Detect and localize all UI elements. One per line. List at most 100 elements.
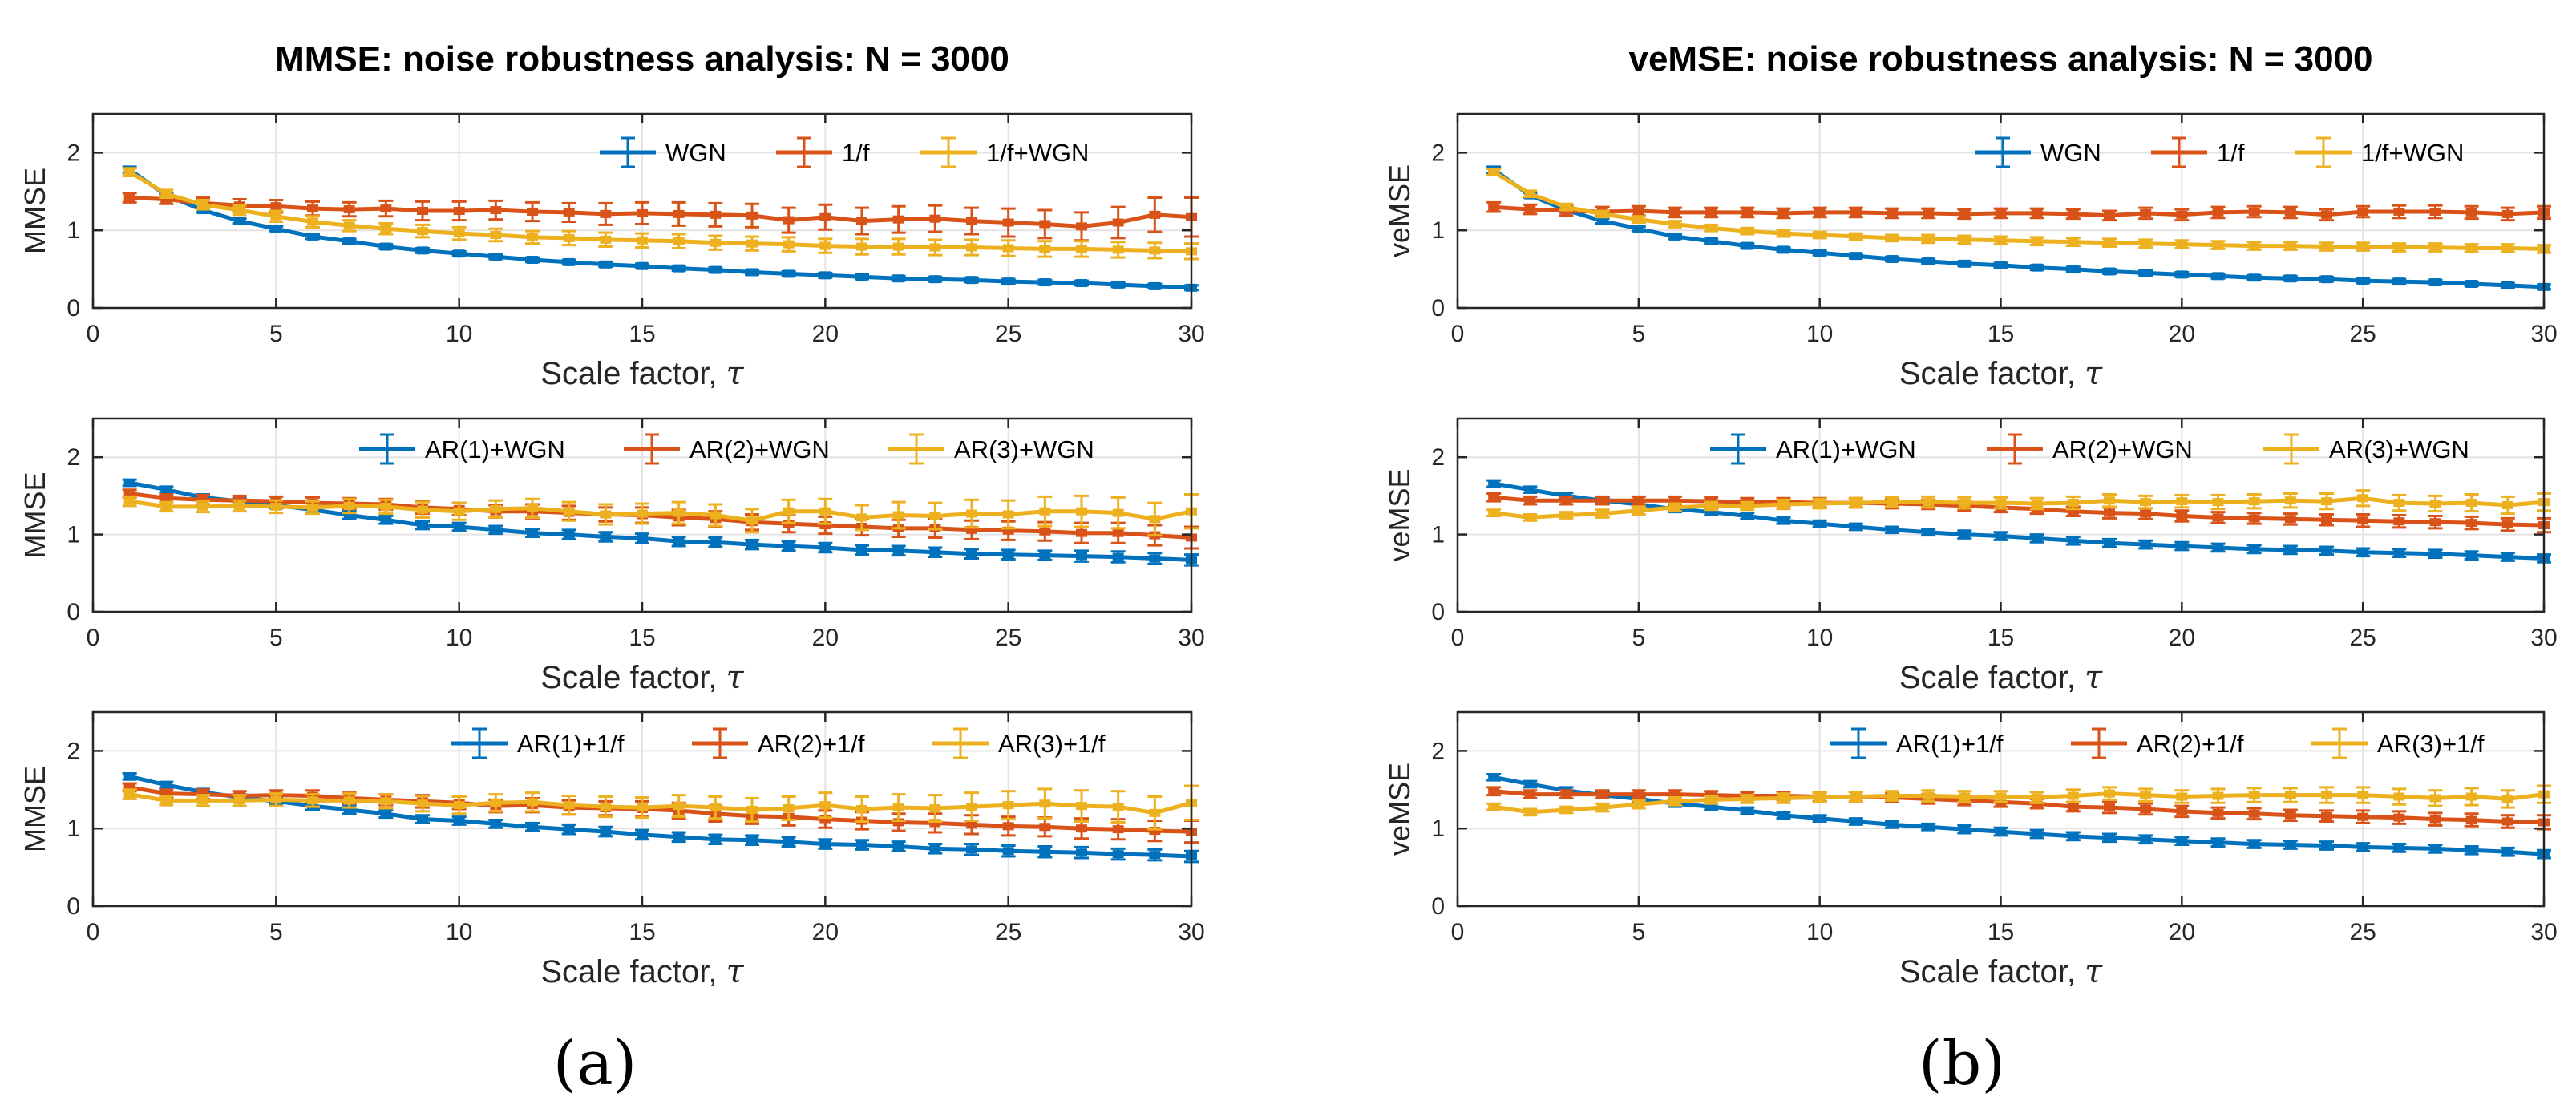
data-point	[270, 202, 282, 211]
data-point	[1002, 550, 1014, 559]
data-point	[1112, 528, 1124, 537]
data-point	[783, 542, 795, 551]
series-line	[1493, 791, 2545, 815]
data-point	[1669, 232, 1680, 241]
data-point	[1002, 801, 1014, 810]
data-point	[637, 803, 648, 812]
data-point	[2393, 548, 2405, 557]
x-tick-label: 25	[995, 625, 1021, 651]
x-axis-label: Scale factor, τ	[540, 659, 744, 696]
series-line	[129, 774, 1192, 859]
data-point	[417, 227, 428, 236]
data-point	[2212, 208, 2224, 217]
legend-entry: AR(1)+1/f	[451, 727, 625, 759]
data-point	[160, 780, 172, 789]
series-1/f+WGN	[122, 167, 1199, 261]
legend-entry: AR(3)+1/f	[2311, 727, 2485, 759]
data-point	[270, 212, 282, 221]
data-point	[2248, 840, 2260, 848]
data-point	[307, 232, 318, 241]
data-point	[1149, 851, 1161, 860]
data-point	[1669, 797, 1680, 806]
data-point	[123, 790, 135, 799]
data-point	[1112, 508, 1124, 517]
data-point	[2104, 508, 2115, 517]
y-tick-label: 0	[1431, 599, 1445, 625]
data-point	[1488, 168, 1500, 176]
x-tick-label: 30	[1178, 625, 1204, 651]
x-tick-label: 20	[812, 919, 839, 945]
data-point	[746, 211, 758, 220]
data-point	[1076, 528, 1087, 537]
data-point	[307, 204, 318, 213]
y-tick-label: 1	[67, 522, 80, 548]
data-point	[380, 204, 392, 213]
legend-label: AR(2)+WGN	[689, 435, 830, 463]
data-point	[783, 269, 795, 278]
data-point	[929, 844, 941, 853]
data-point	[307, 796, 318, 805]
data-point	[1112, 850, 1124, 859]
data-point	[2429, 518, 2441, 527]
data-point	[1814, 231, 1826, 240]
data-point	[2429, 243, 2441, 252]
data-point	[1149, 281, 1161, 290]
data-point	[892, 242, 904, 251]
data-point	[746, 805, 758, 814]
data-point	[1039, 551, 1051, 560]
data-point	[2212, 791, 2224, 800]
data-point	[1741, 241, 1753, 250]
data-point	[490, 799, 502, 807]
data-point	[1923, 257, 1935, 265]
data-point	[490, 253, 502, 261]
x-axis-label-symbol: τ	[2085, 953, 2103, 990]
y-tick-label: 2	[67, 738, 80, 764]
data-point	[1039, 220, 1051, 229]
figure-label-b: (b)	[1919, 1027, 2005, 1099]
legend-label: WGN	[2040, 139, 2101, 167]
data-point	[1076, 245, 1087, 253]
data-point	[2140, 540, 2152, 549]
data-point	[1850, 252, 1862, 261]
y-tick-label: 0	[67, 893, 80, 920]
data-point	[2140, 498, 2152, 507]
legend-entry: WGN	[600, 136, 726, 168]
data-point	[2465, 551, 2477, 560]
data-point	[270, 795, 282, 804]
y-axis-label: veMSE	[1383, 468, 1416, 561]
data-point	[2067, 536, 2079, 545]
data-point	[929, 804, 941, 813]
data-point	[892, 803, 904, 812]
data-point	[2465, 279, 2477, 288]
data-point	[1814, 500, 1826, 508]
data-point	[2321, 497, 2332, 506]
data-point	[819, 271, 831, 280]
data-point	[160, 485, 172, 494]
data-point	[1850, 792, 1862, 801]
data-point	[1669, 503, 1680, 512]
data-point	[197, 502, 208, 511]
data-point	[2140, 509, 2152, 518]
data-point	[966, 525, 977, 534]
data-point	[1959, 235, 1971, 244]
data-point	[2067, 209, 2079, 218]
data-point	[123, 783, 135, 791]
data-point	[600, 235, 612, 244]
data-point	[1560, 511, 1572, 520]
data-point	[1850, 522, 1862, 531]
legend-label: 1/f+WGN	[986, 139, 1089, 167]
data-point	[637, 534, 648, 543]
data-point	[1923, 823, 1935, 832]
data-point	[1112, 803, 1124, 811]
x-axis-label-text: Scale factor,	[1899, 660, 2085, 695]
data-point	[490, 231, 502, 240]
series-line	[1493, 495, 2545, 528]
data-point	[343, 221, 355, 230]
data-point	[380, 502, 392, 511]
chart-panel-b-3: 0 5 10 15 20 25 30 0 1 2 veMSE Scale factor, τ AR(1)…	[1383, 710, 2558, 990]
data-point	[1002, 510, 1014, 519]
data-point	[673, 832, 685, 841]
data-point	[1112, 552, 1124, 561]
data-point	[1959, 259, 1971, 268]
data-point	[1995, 261, 2007, 269]
